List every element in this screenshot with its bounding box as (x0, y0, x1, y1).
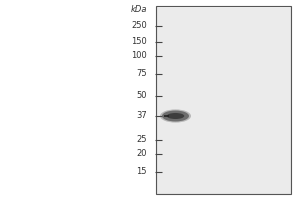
Text: 75: 75 (136, 70, 147, 78)
Text: 100: 100 (131, 51, 147, 60)
Ellipse shape (167, 113, 184, 119)
Text: 20: 20 (136, 150, 147, 158)
Text: 150: 150 (131, 38, 147, 46)
Text: kDa: kDa (130, 5, 147, 15)
Text: 15: 15 (136, 168, 147, 176)
Text: 50: 50 (136, 92, 147, 100)
Bar (156, 6, 291, 194)
Text: 25: 25 (136, 136, 147, 144)
Text: 250: 250 (131, 21, 147, 30)
Ellipse shape (162, 110, 189, 121)
Ellipse shape (160, 109, 191, 123)
Bar (158, 7, 290, 193)
Text: 37: 37 (136, 112, 147, 120)
